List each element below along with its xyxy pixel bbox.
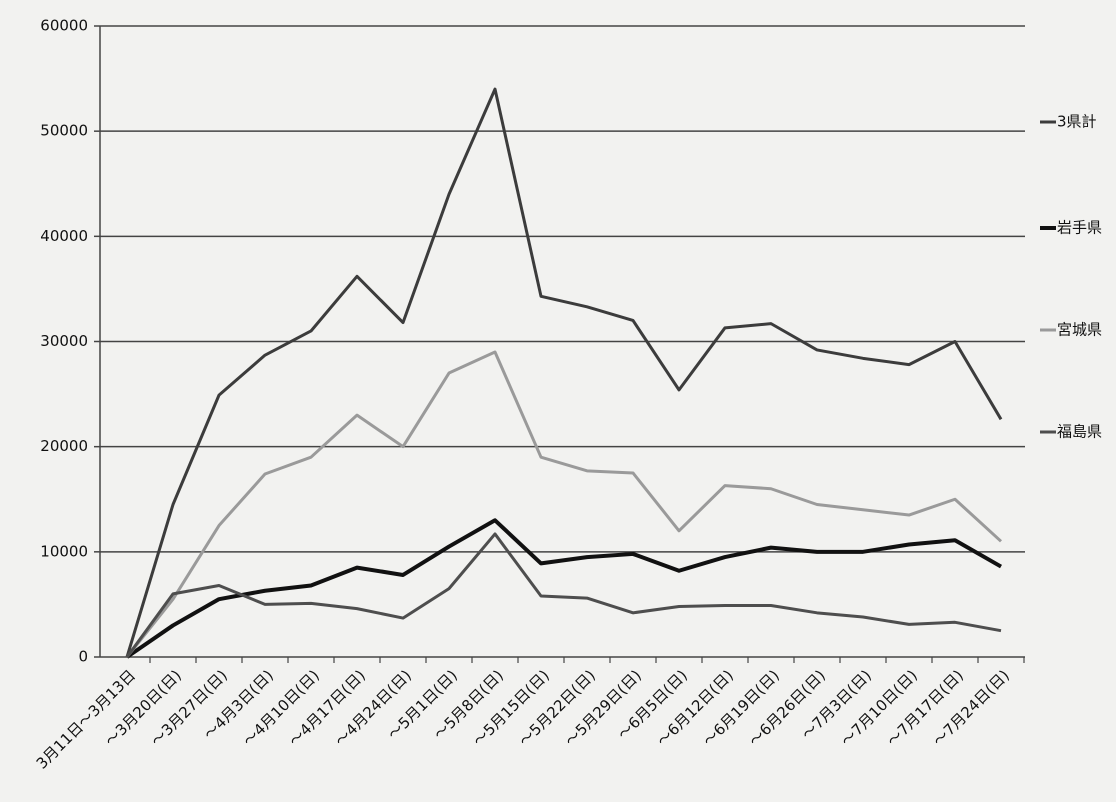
y-tick-label: 60000 bbox=[40, 17, 88, 35]
y-tick-label: 10000 bbox=[40, 542, 88, 560]
legend-label: 岩手県 bbox=[1057, 219, 1102, 237]
y-tick-label: 30000 bbox=[40, 332, 88, 350]
legend-label: 福島県 bbox=[1057, 423, 1102, 441]
series-line bbox=[125, 518, 1002, 659]
legend-label: 宮城県 bbox=[1057, 321, 1102, 339]
legend-label: 3県計 bbox=[1057, 113, 1097, 131]
series-line bbox=[125, 532, 1002, 658]
y-tick-label: 50000 bbox=[40, 122, 88, 140]
y-tick-label: 20000 bbox=[40, 437, 88, 455]
y-tick-label: 40000 bbox=[40, 227, 88, 245]
y-tick-label: 0 bbox=[78, 648, 88, 666]
series-line bbox=[125, 350, 1003, 658]
series-line bbox=[125, 87, 1003, 658]
